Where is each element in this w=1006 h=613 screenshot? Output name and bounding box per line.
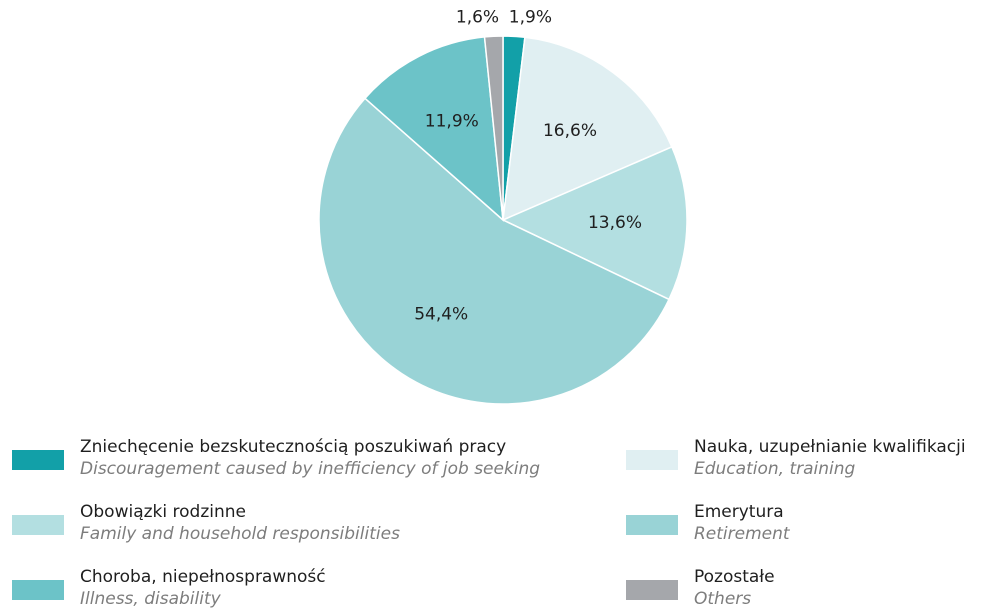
legend-label-en: Others (694, 589, 752, 609)
legend-swatch-illness (12, 580, 64, 600)
data-label-retirement: 54,4% (414, 304, 468, 324)
legend-label-pl: Obowiązki rodzinne (80, 502, 246, 522)
legend-swatch-discouragement (12, 450, 64, 470)
slice-illness (363, 36, 504, 222)
legend-label-en: Illness, disability (80, 589, 221, 609)
slice-others (483, 35, 504, 221)
slice-family (501, 145, 688, 301)
data-label-others: 1,6% (456, 7, 499, 27)
legend-label-en: Family and household responsibilities (80, 524, 400, 544)
legend-item-discouragement: Zniechęcenie bezskutecznością poszukiwań… (12, 436, 540, 480)
legend-item-retirement: Emerytura Retirement (626, 501, 790, 545)
legend-label-en: Education, training (694, 459, 856, 479)
data-label-education: 16,6% (543, 121, 597, 141)
legend-swatch-education (626, 450, 678, 470)
data-label-family: 13,6% (588, 213, 642, 233)
legend-swatch-retirement (626, 515, 678, 535)
pie-chart: 1,9% 16,6% 13,6% 54,4% 11,9% 1,6% (318, 7, 688, 405)
legend-label-pl: Nauka, uzupełnianie kwalifikacji (694, 437, 966, 457)
legend-item-illness: Choroba, niepełnosprawność Illness, disa… (12, 566, 326, 610)
legend-label-pl: Choroba, niepełnosprawność (80, 567, 326, 587)
legend-label-pl: Emerytura (694, 502, 784, 522)
legend-label-en: Retirement (694, 524, 790, 544)
slice-education (502, 36, 673, 222)
legend-item-family: Obowiązki rodzinne Family and household … (12, 501, 400, 545)
legend-swatch-others (626, 580, 678, 600)
slice-retirement (318, 97, 670, 405)
legend-label-pl: Pozostałe (694, 567, 775, 587)
legend-item-education: Nauka, uzupełnianie kwalifikacji Educati… (626, 436, 966, 480)
legend-swatch-family (12, 515, 64, 535)
data-label-illness: 11,9% (425, 111, 479, 131)
legend-label-pl: Zniechęcenie bezskutecznością poszukiwań… (80, 437, 507, 457)
legend-label-en: Discouragement caused by inefficiency of… (80, 459, 541, 479)
legend-item-others: Pozostałe Others (626, 566, 775, 610)
data-label-discouragement: 1,9% (509, 7, 552, 27)
